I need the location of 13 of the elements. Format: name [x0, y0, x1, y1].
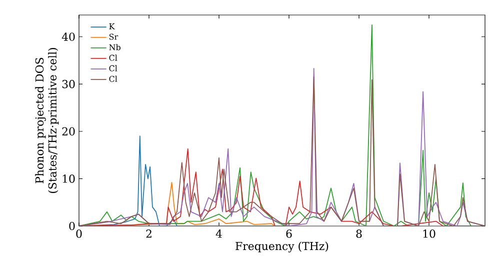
x-tick-label: 2 [146, 230, 152, 238]
y-tick-label: 40 [62, 32, 75, 41]
x-axis-title: Frequency (THz) [236, 242, 328, 252]
x-tick-label: 10 [423, 230, 436, 238]
x-tick-label: 8 [356, 230, 362, 238]
y-tick-label: 0 [69, 222, 75, 230]
y-tick-label: 20 [62, 127, 75, 136]
x-tick-label: 6 [286, 230, 292, 238]
y-axis-title: Phonon projected DOS (States/THz·primitive cell) [35, 48, 59, 193]
y-tick-label: 30 [62, 80, 75, 88]
x-tick-label: 4 [216, 230, 222, 238]
x-tick-label: 0 [76, 230, 82, 238]
y-tick-label: 10 [62, 174, 75, 183]
